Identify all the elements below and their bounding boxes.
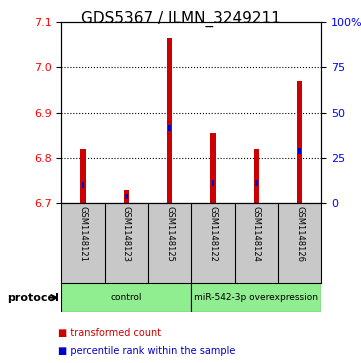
Text: miR-542-3p overexpression: miR-542-3p overexpression [194, 293, 318, 302]
Text: GSM1148122: GSM1148122 [209, 206, 217, 262]
Bar [297, 81, 302, 203]
FancyBboxPatch shape [191, 283, 321, 312]
Text: GSM1148123: GSM1148123 [122, 206, 131, 262]
Bar [167, 38, 172, 203]
Text: protocol: protocol [7, 293, 59, 303]
Bar [168, 126, 171, 131]
Text: GSM1148126: GSM1148126 [295, 206, 304, 262]
Bar [125, 193, 128, 199]
Bar [210, 133, 216, 203]
Bar [81, 149, 86, 203]
Bar [298, 148, 301, 154]
FancyBboxPatch shape [61, 283, 191, 312]
Bar [82, 182, 84, 188]
Text: ■ transformed count: ■ transformed count [58, 327, 161, 338]
Bar [254, 149, 259, 203]
Text: ■ percentile rank within the sample: ■ percentile rank within the sample [58, 346, 235, 356]
Text: control: control [110, 293, 142, 302]
Text: GSM1148121: GSM1148121 [79, 206, 87, 262]
Bar [124, 190, 129, 203]
Text: GDS5367 / ILMN_3249211: GDS5367 / ILMN_3249211 [81, 11, 280, 27]
Text: GSM1148124: GSM1148124 [252, 206, 261, 262]
Bar [212, 180, 214, 186]
Text: GSM1148125: GSM1148125 [165, 206, 174, 262]
Bar [255, 180, 258, 186]
